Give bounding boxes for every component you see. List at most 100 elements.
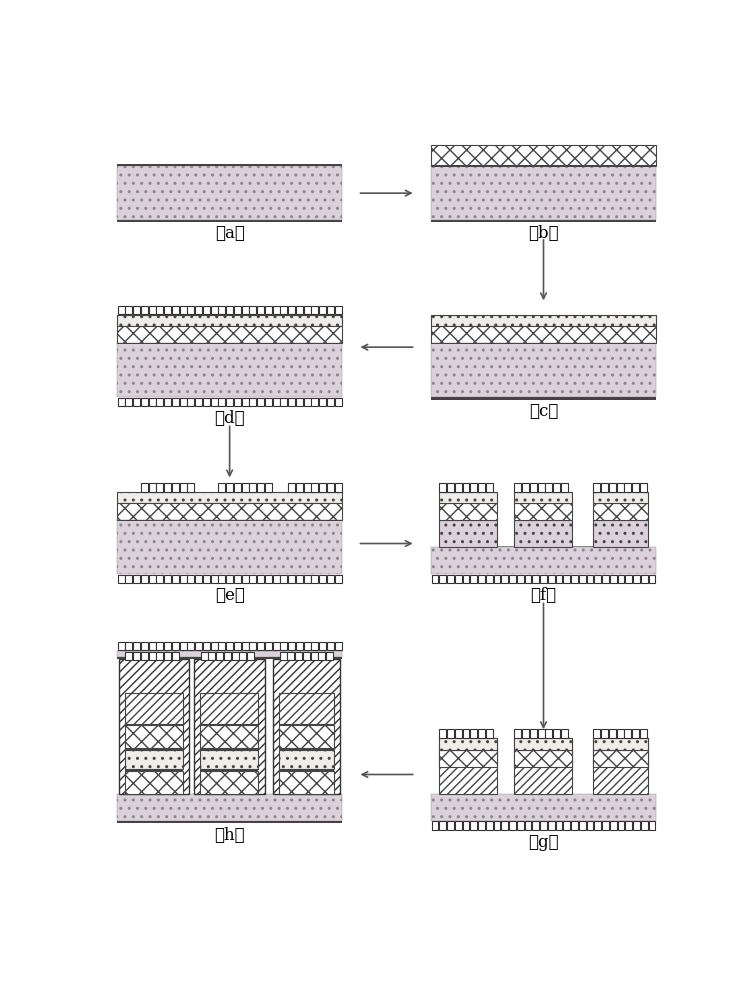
Bar: [218, 306, 226, 314]
Bar: [117, 575, 125, 583]
Bar: [447, 729, 454, 738]
Bar: [648, 821, 656, 830]
Bar: [640, 729, 647, 738]
Bar: [439, 738, 497, 794]
Bar: [462, 729, 469, 738]
Bar: [319, 306, 326, 314]
Bar: [117, 642, 125, 650]
Bar: [279, 771, 334, 794]
Bar: [431, 220, 656, 222]
Bar: [625, 821, 632, 830]
Bar: [319, 642, 326, 650]
Bar: [439, 738, 497, 750]
Bar: [273, 398, 280, 406]
Bar: [296, 575, 303, 583]
Bar: [187, 483, 194, 492]
Bar: [195, 398, 202, 406]
Bar: [335, 306, 341, 314]
Bar: [486, 821, 493, 830]
Bar: [117, 657, 342, 659]
Bar: [211, 306, 217, 314]
Bar: [594, 821, 602, 830]
Bar: [126, 642, 132, 650]
Bar: [280, 306, 287, 314]
Bar: [587, 575, 593, 583]
Bar: [125, 724, 183, 725]
Bar: [211, 642, 217, 650]
Bar: [226, 575, 233, 583]
Bar: [439, 520, 497, 547]
Bar: [195, 642, 202, 650]
Bar: [216, 652, 223, 660]
Bar: [200, 725, 258, 748]
Bar: [224, 652, 231, 660]
Bar: [439, 483, 446, 492]
Bar: [234, 306, 241, 314]
Bar: [125, 769, 183, 771]
Bar: [593, 483, 600, 492]
Bar: [273, 575, 280, 583]
Bar: [200, 724, 258, 725]
Bar: [563, 821, 570, 830]
Bar: [431, 794, 656, 821]
Bar: [295, 652, 302, 660]
Bar: [164, 642, 171, 650]
Bar: [156, 652, 163, 660]
Bar: [203, 575, 210, 583]
Bar: [514, 738, 572, 794]
Bar: [319, 398, 326, 406]
Bar: [218, 398, 226, 406]
Bar: [117, 492, 342, 503]
Bar: [640, 483, 647, 492]
Bar: [211, 575, 217, 583]
Bar: [218, 483, 226, 492]
Bar: [327, 306, 334, 314]
Bar: [335, 575, 341, 583]
Bar: [119, 659, 190, 794]
Bar: [556, 821, 562, 830]
Bar: [141, 306, 148, 314]
Bar: [493, 821, 501, 830]
Bar: [304, 575, 311, 583]
Bar: [439, 821, 446, 830]
Bar: [439, 575, 446, 583]
Bar: [226, 642, 233, 650]
Bar: [556, 575, 562, 583]
Bar: [194, 659, 265, 794]
Bar: [327, 575, 334, 583]
Text: （h）: （h）: [214, 827, 245, 844]
Bar: [318, 652, 326, 660]
Bar: [172, 575, 179, 583]
Bar: [250, 398, 256, 406]
Bar: [602, 821, 609, 830]
Bar: [486, 575, 493, 583]
Bar: [632, 729, 639, 738]
Bar: [200, 750, 258, 769]
Bar: [547, 575, 555, 583]
Bar: [587, 821, 593, 830]
Bar: [149, 483, 156, 492]
Bar: [172, 642, 179, 650]
Bar: [455, 483, 462, 492]
Bar: [149, 652, 156, 660]
Bar: [610, 821, 617, 830]
Bar: [117, 503, 342, 520]
Bar: [593, 503, 648, 520]
Bar: [187, 398, 194, 406]
Bar: [241, 306, 249, 314]
Bar: [203, 642, 210, 650]
Bar: [288, 306, 295, 314]
Bar: [125, 748, 183, 750]
Bar: [288, 575, 295, 583]
Bar: [540, 575, 547, 583]
Bar: [447, 821, 454, 830]
Bar: [218, 575, 226, 583]
Bar: [117, 821, 342, 823]
Bar: [447, 483, 454, 492]
Bar: [234, 483, 241, 492]
Bar: [617, 575, 624, 583]
Bar: [439, 749, 497, 751]
Bar: [478, 729, 485, 738]
Bar: [125, 725, 183, 748]
Bar: [609, 729, 616, 738]
